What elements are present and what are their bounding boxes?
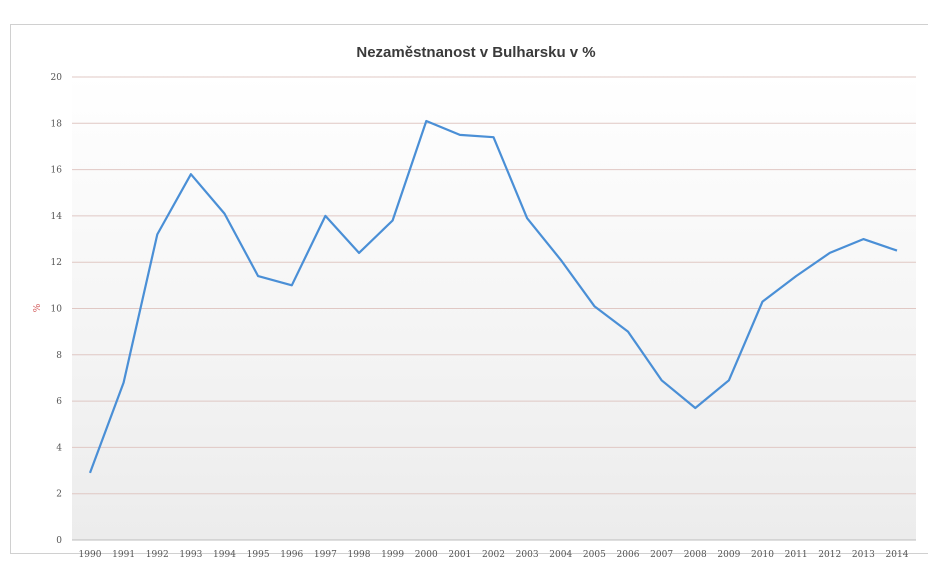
x-tick-label: 2012 xyxy=(818,550,841,560)
data-point xyxy=(761,300,763,302)
data-point xyxy=(862,238,864,240)
x-tick-label: 2001 xyxy=(448,550,471,560)
data-point xyxy=(896,249,898,251)
x-tick-label: 2006 xyxy=(617,550,640,560)
y-tick-label: 0 xyxy=(56,536,62,546)
x-tick-label: 2007 xyxy=(650,550,673,560)
x-tick-label: 2005 xyxy=(583,550,606,560)
data-point xyxy=(526,217,528,219)
data-point xyxy=(122,381,124,383)
data-point xyxy=(223,212,225,214)
data-point xyxy=(156,233,158,235)
data-point xyxy=(257,275,259,277)
data-point xyxy=(89,472,91,474)
x-tick-label: 1995 xyxy=(247,550,270,560)
x-tick-label: 1994 xyxy=(213,550,236,560)
y-tick-label: 12 xyxy=(51,258,62,268)
x-tick-label: 1990 xyxy=(79,550,102,560)
data-point xyxy=(728,379,730,381)
y-tick-label: 2 xyxy=(56,490,62,500)
data-point xyxy=(694,407,696,409)
chart-frame xyxy=(10,24,928,554)
data-point xyxy=(324,215,326,217)
data-point xyxy=(627,330,629,332)
x-tick-label: 2014 xyxy=(886,550,909,560)
y-tick-label: 10 xyxy=(51,305,63,315)
x-tick-label: 2003 xyxy=(516,550,539,560)
x-tick-label: 1993 xyxy=(179,550,202,560)
y-tick-label: 18 xyxy=(51,119,63,129)
y-axis-label: % xyxy=(33,303,43,312)
x-tick-label: 1997 xyxy=(314,550,337,560)
chart-title: Nezaměstnanost v Bulharsku v % xyxy=(356,44,595,61)
x-tick-label: 1998 xyxy=(348,550,371,560)
x-tick-label: 2000 xyxy=(415,550,438,560)
y-tick-label: 4 xyxy=(56,443,62,453)
data-point xyxy=(593,305,595,307)
data-point xyxy=(459,134,461,136)
y-tick-label: 14 xyxy=(51,212,63,222)
data-point xyxy=(660,379,662,381)
y-tick-label: 20 xyxy=(51,73,63,83)
x-tick-label: 2011 xyxy=(785,550,808,560)
data-point xyxy=(391,219,393,221)
x-tick-label: 2009 xyxy=(717,550,740,560)
data-point xyxy=(358,252,360,254)
series-line xyxy=(88,119,898,474)
data-point xyxy=(560,259,562,261)
plot-area xyxy=(72,75,916,540)
y-tick-label: 8 xyxy=(56,351,62,361)
x-tick-label: 1991 xyxy=(112,550,135,560)
x-tick-label: 2013 xyxy=(852,550,875,560)
x-tick-label: 2008 xyxy=(684,550,707,560)
x-tick-label: 1996 xyxy=(280,550,303,560)
x-tick-label: 2004 xyxy=(549,550,572,560)
y-tick-label: 6 xyxy=(56,397,62,407)
data-point xyxy=(829,252,831,254)
data-point xyxy=(425,120,427,122)
data-point xyxy=(492,136,494,138)
x-tick-label: 1992 xyxy=(146,550,169,560)
x-tick-label: 2002 xyxy=(482,550,505,560)
data-point xyxy=(795,275,797,277)
data-point xyxy=(190,173,192,175)
x-tick-label: 2010 xyxy=(751,550,774,560)
data-point xyxy=(291,284,293,286)
y-tick-label: 16 xyxy=(51,166,63,176)
x-tick-label: 1999 xyxy=(381,550,404,560)
